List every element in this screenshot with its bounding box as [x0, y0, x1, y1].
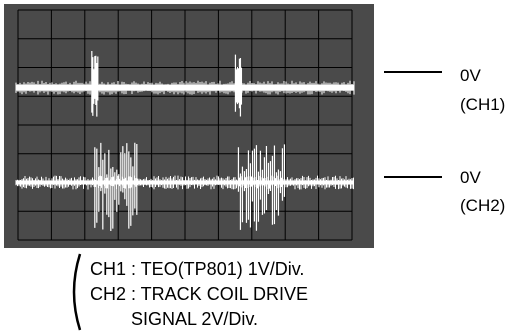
ch1-spike [234, 54, 243, 117]
ch1-channel-label: (CH1) [460, 95, 506, 114]
signal-traces [15, 50, 355, 231]
ch2-zero-label: 0V [460, 168, 481, 187]
ch2-channel-label: (CH2) [460, 196, 506, 215]
ch1-trace-band [16, 84, 354, 91]
caption-line-ch2: CH2 : TRACK COIL DRIVE [90, 284, 309, 304]
oscilloscope-screen [4, 4, 374, 248]
ch1-zero-marker-line [384, 71, 442, 73]
ch1-zero-label: 0V [460, 66, 481, 85]
screen-background [4, 4, 374, 248]
graticule-grid [17, 9, 353, 241]
ch2-burst [237, 144, 286, 231]
caption-bracket [72, 253, 82, 331]
ch2-burst [94, 142, 138, 231]
caption-line-ch1: CH1 : TEO(TP801) 1V/Div. [90, 259, 305, 279]
caption-line-ch2-cont: SIGNAL 2V/Div. [131, 309, 259, 329]
ch2-zero-marker-line [384, 176, 442, 178]
ch1-spike [91, 50, 99, 117]
